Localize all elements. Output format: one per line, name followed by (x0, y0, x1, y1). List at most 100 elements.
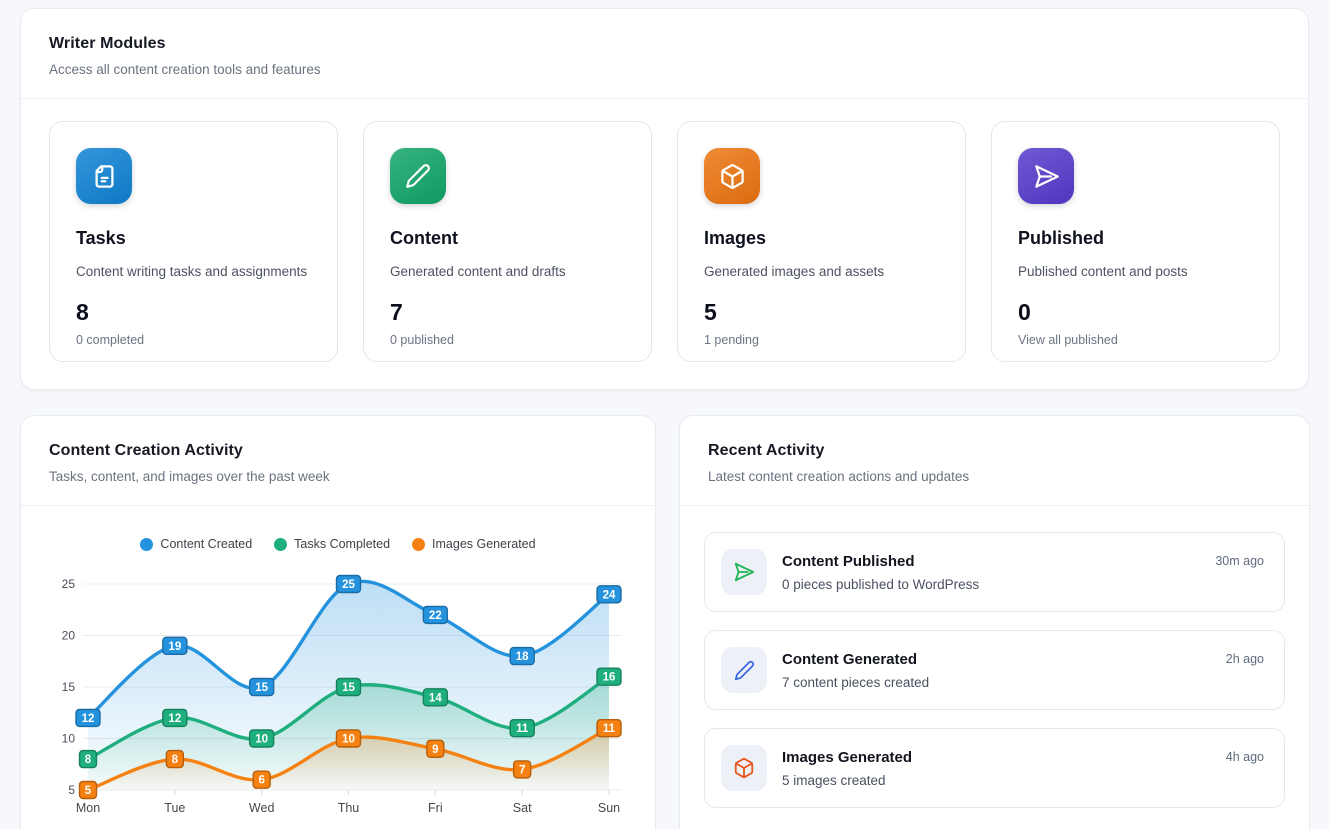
activity-title: Images Generated (782, 748, 913, 766)
tasks-icon-tile (76, 148, 132, 204)
recent-activity-subtitle: Latest content creation actions and upda… (708, 469, 970, 484)
divider (680, 505, 1309, 506)
legend-item-content-created[interactable]: Content Created (140, 537, 252, 551)
activity-description: 0 pieces published to WordPress (782, 576, 980, 592)
module-card-description: Generated content and drafts (390, 264, 566, 279)
writer-modules-panel: Writer Modules Access all content creati… (20, 8, 1309, 390)
module-card-sublabel: View all published (1018, 333, 1118, 347)
svg-text:Wed: Wed (249, 801, 275, 815)
module-card-description: Content writing tasks and assignments (76, 264, 308, 279)
module-card-description: Published content and posts (1018, 264, 1188, 279)
svg-text:16: 16 (603, 672, 616, 684)
svg-text:5: 5 (85, 785, 92, 797)
svg-text:11: 11 (516, 723, 529, 735)
send-icon (733, 561, 755, 583)
svg-text:Fri: Fri (428, 801, 443, 815)
module-cards-row: Tasks Content writing tasks and assignme… (21, 99, 1308, 384)
module-card-title: Published (1018, 228, 1105, 248)
svg-text:12: 12 (82, 713, 95, 725)
svg-text:25: 25 (62, 577, 76, 591)
published-icon-tile (1018, 148, 1074, 204)
svg-text:Thu: Thu (338, 801, 360, 815)
content-creation-activity-panel: Content Creation Activity Tasks, content… (20, 415, 656, 829)
svg-text:5: 5 (68, 783, 75, 797)
module-card-title: Tasks (76, 228, 126, 248)
svg-text:25: 25 (342, 579, 355, 591)
svg-text:6: 6 (258, 775, 264, 787)
svg-text:Mon: Mon (76, 801, 100, 815)
activity-description: 5 images created (782, 772, 886, 788)
divider (21, 98, 1308, 99)
legend-dot (412, 537, 426, 551)
module-card-count: 5 (704, 299, 717, 325)
svg-text:14: 14 (429, 692, 442, 704)
module-card-content[interactable]: Content Generated content and drafts 7 0… (363, 121, 652, 362)
module-card-count: 7 (390, 299, 403, 325)
recent-activity-panel: Recent Activity Latest content creation … (679, 415, 1310, 829)
images-icon-tile (704, 148, 760, 204)
activity-list: Content Published 0 pieces published to … (680, 506, 1309, 829)
activity-icon-box (721, 647, 767, 693)
svg-text:24: 24 (603, 589, 616, 601)
activity-title: Content Published (782, 552, 915, 570)
activity-title: Content Generated (782, 650, 918, 668)
activity-timestamp: 2h ago (1225, 652, 1264, 666)
module-card-description: Generated images and assets (704, 264, 885, 279)
activity-timestamp: 4h ago (1225, 750, 1264, 764)
svg-text:7: 7 (519, 764, 525, 776)
activity-icon-box (721, 745, 767, 791)
svg-text:8: 8 (85, 754, 92, 766)
legend-item-tasks-completed[interactable]: Tasks Completed (274, 537, 390, 551)
activity-item-content-generated[interactable]: Content Generated 7 content pieces creat… (704, 630, 1285, 710)
module-card-title: Images (704, 228, 767, 248)
svg-text:Sun: Sun (598, 801, 620, 815)
svg-text:10: 10 (255, 734, 268, 746)
module-card-images[interactable]: Images Generated images and assets 5 1 p… (677, 121, 966, 362)
activity-text: Content Generated 7 content pieces creat… (782, 651, 929, 690)
activity-timestamp: 30m ago (1215, 554, 1264, 568)
svg-text:15: 15 (255, 682, 268, 694)
recent-activity-title: Recent Activity (708, 442, 825, 459)
module-card-count: 0 (1018, 299, 1031, 325)
module-card-sublabel: 0 completed (76, 333, 145, 347)
svg-text:12: 12 (168, 713, 181, 725)
activity-description: 7 content pieces created (782, 674, 930, 690)
writer-modules-subtitle: Access all content creation tools and fe… (49, 62, 321, 77)
pencil-icon (405, 163, 431, 189)
module-card-sublabel: 1 pending (704, 333, 759, 347)
writer-modules-title: Writer Modules (49, 35, 166, 52)
module-card-tasks[interactable]: Tasks Content writing tasks and assignme… (49, 121, 338, 362)
legend-label: Tasks Completed (294, 537, 391, 551)
svg-text:18: 18 (516, 651, 529, 663)
legend-dot (140, 537, 154, 551)
activity-item-images-generated[interactable]: Images Generated 5 images created 4h ago (704, 728, 1285, 808)
module-card-title: Content (390, 228, 458, 248)
chart-panel-subtitle: Tasks, content, and images over the past… (49, 469, 330, 484)
svg-text:15: 15 (62, 680, 76, 694)
activity-chart: 5 10 15 20 25 Mon Tue Wed Thu Fri Sat Sun 12 19 15 25 22… (62, 574, 622, 815)
svg-text:9: 9 (432, 744, 438, 756)
activity-item-content-published[interactable]: Content Published 0 pieces published to … (704, 532, 1285, 612)
content-icon-tile (390, 148, 446, 204)
send-icon (1033, 163, 1060, 190)
module-card-published[interactable]: Published Published content and posts 0 … (991, 121, 1280, 362)
activity-text: Images Generated 5 images created (782, 749, 912, 788)
svg-text:8: 8 (172, 754, 179, 766)
svg-text:10: 10 (342, 734, 355, 746)
activity-text: Content Published 0 pieces published to … (782, 553, 979, 592)
file-text-icon (91, 163, 118, 190)
svg-text:Tue: Tue (164, 801, 185, 815)
svg-text:22: 22 (429, 610, 442, 622)
legend-item-images-generated[interactable]: Images Generated (412, 537, 536, 551)
legend-dot (274, 537, 288, 551)
chart-panel-title: Content Creation Activity (49, 442, 243, 459)
activity-icon-box (721, 549, 767, 595)
module-card-count: 8 (76, 299, 89, 325)
legend-label: Content Created (160, 537, 253, 551)
cube-icon (719, 163, 746, 190)
svg-text:10: 10 (62, 732, 76, 746)
module-card-sublabel: 0 published (390, 333, 454, 347)
svg-text:20: 20 (62, 629, 76, 643)
svg-text:19: 19 (168, 641, 181, 653)
